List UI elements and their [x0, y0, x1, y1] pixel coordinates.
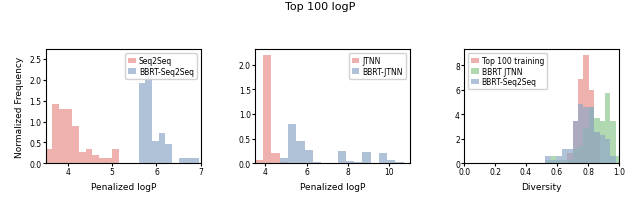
Bar — [192, 158, 198, 164]
X-axis label: Penalized logP: Penalized logP — [300, 182, 365, 191]
Bar — [611, 122, 616, 164]
Bar — [159, 133, 165, 164]
Bar — [578, 146, 584, 164]
Bar — [354, 162, 362, 164]
Bar — [72, 127, 79, 164]
X-axis label: Penalized logP: Penalized logP — [91, 182, 156, 191]
Bar — [589, 108, 594, 164]
Bar — [584, 108, 589, 164]
Bar — [562, 150, 567, 164]
Bar — [584, 129, 589, 164]
Bar — [59, 110, 66, 164]
Bar — [337, 151, 346, 164]
Bar — [165, 144, 172, 164]
Bar — [551, 160, 556, 164]
Bar — [99, 158, 106, 164]
Bar — [616, 157, 621, 164]
Bar — [346, 161, 354, 164]
Bar — [573, 122, 578, 164]
Bar — [280, 162, 288, 164]
Bar — [562, 160, 567, 164]
Bar — [567, 160, 573, 164]
Bar — [255, 160, 263, 164]
Bar — [605, 94, 611, 164]
Bar — [139, 83, 145, 164]
Bar — [578, 104, 584, 164]
Bar — [556, 157, 562, 164]
Bar — [545, 157, 551, 164]
Legend: Top 100 training, BBRT JTNN, BBRT-Seq2Seq: Top 100 training, BBRT JTNN, BBRT-Seq2Se… — [468, 54, 547, 90]
Bar — [567, 150, 573, 164]
Bar — [288, 124, 296, 164]
Bar — [584, 55, 589, 164]
Bar — [594, 132, 600, 164]
Bar — [305, 150, 313, 164]
Legend: Seq2Seq, BBRT-Seq2Seq: Seq2Seq, BBRT-Seq2Seq — [125, 54, 197, 80]
Y-axis label: Normalized Frequency: Normalized Frequency — [15, 56, 24, 157]
Bar — [112, 149, 119, 164]
Bar — [379, 154, 387, 164]
Bar — [46, 149, 52, 164]
Bar — [79, 152, 86, 164]
Bar — [578, 80, 584, 164]
Bar — [66, 110, 72, 164]
Bar — [179, 158, 185, 164]
Bar — [280, 159, 288, 164]
Bar — [271, 153, 280, 164]
Bar — [551, 157, 556, 164]
Bar — [263, 55, 271, 164]
Bar — [589, 108, 594, 164]
Bar — [556, 160, 562, 164]
Bar — [313, 162, 321, 164]
Bar — [152, 141, 159, 164]
Bar — [573, 122, 578, 164]
Bar — [185, 158, 192, 164]
Bar — [573, 150, 578, 164]
Bar — [545, 160, 551, 164]
Bar — [600, 122, 605, 164]
Bar — [594, 118, 600, 164]
Bar — [567, 153, 573, 164]
Bar — [600, 136, 605, 164]
Legend: JTNN, BBRT-JTNN: JTNN, BBRT-JTNN — [349, 54, 406, 80]
X-axis label: Diversity: Diversity — [522, 182, 562, 191]
Bar — [52, 104, 59, 164]
Bar — [86, 149, 92, 164]
Bar — [296, 141, 305, 164]
Bar — [92, 155, 99, 164]
Bar — [145, 55, 152, 164]
Bar — [605, 139, 611, 164]
Bar — [106, 158, 112, 164]
Bar — [362, 152, 371, 164]
Bar — [589, 90, 594, 164]
Bar — [611, 157, 616, 164]
Bar — [396, 162, 404, 164]
Bar — [387, 160, 396, 164]
Text: Top 100 logP: Top 100 logP — [285, 2, 355, 12]
Bar — [594, 132, 600, 164]
